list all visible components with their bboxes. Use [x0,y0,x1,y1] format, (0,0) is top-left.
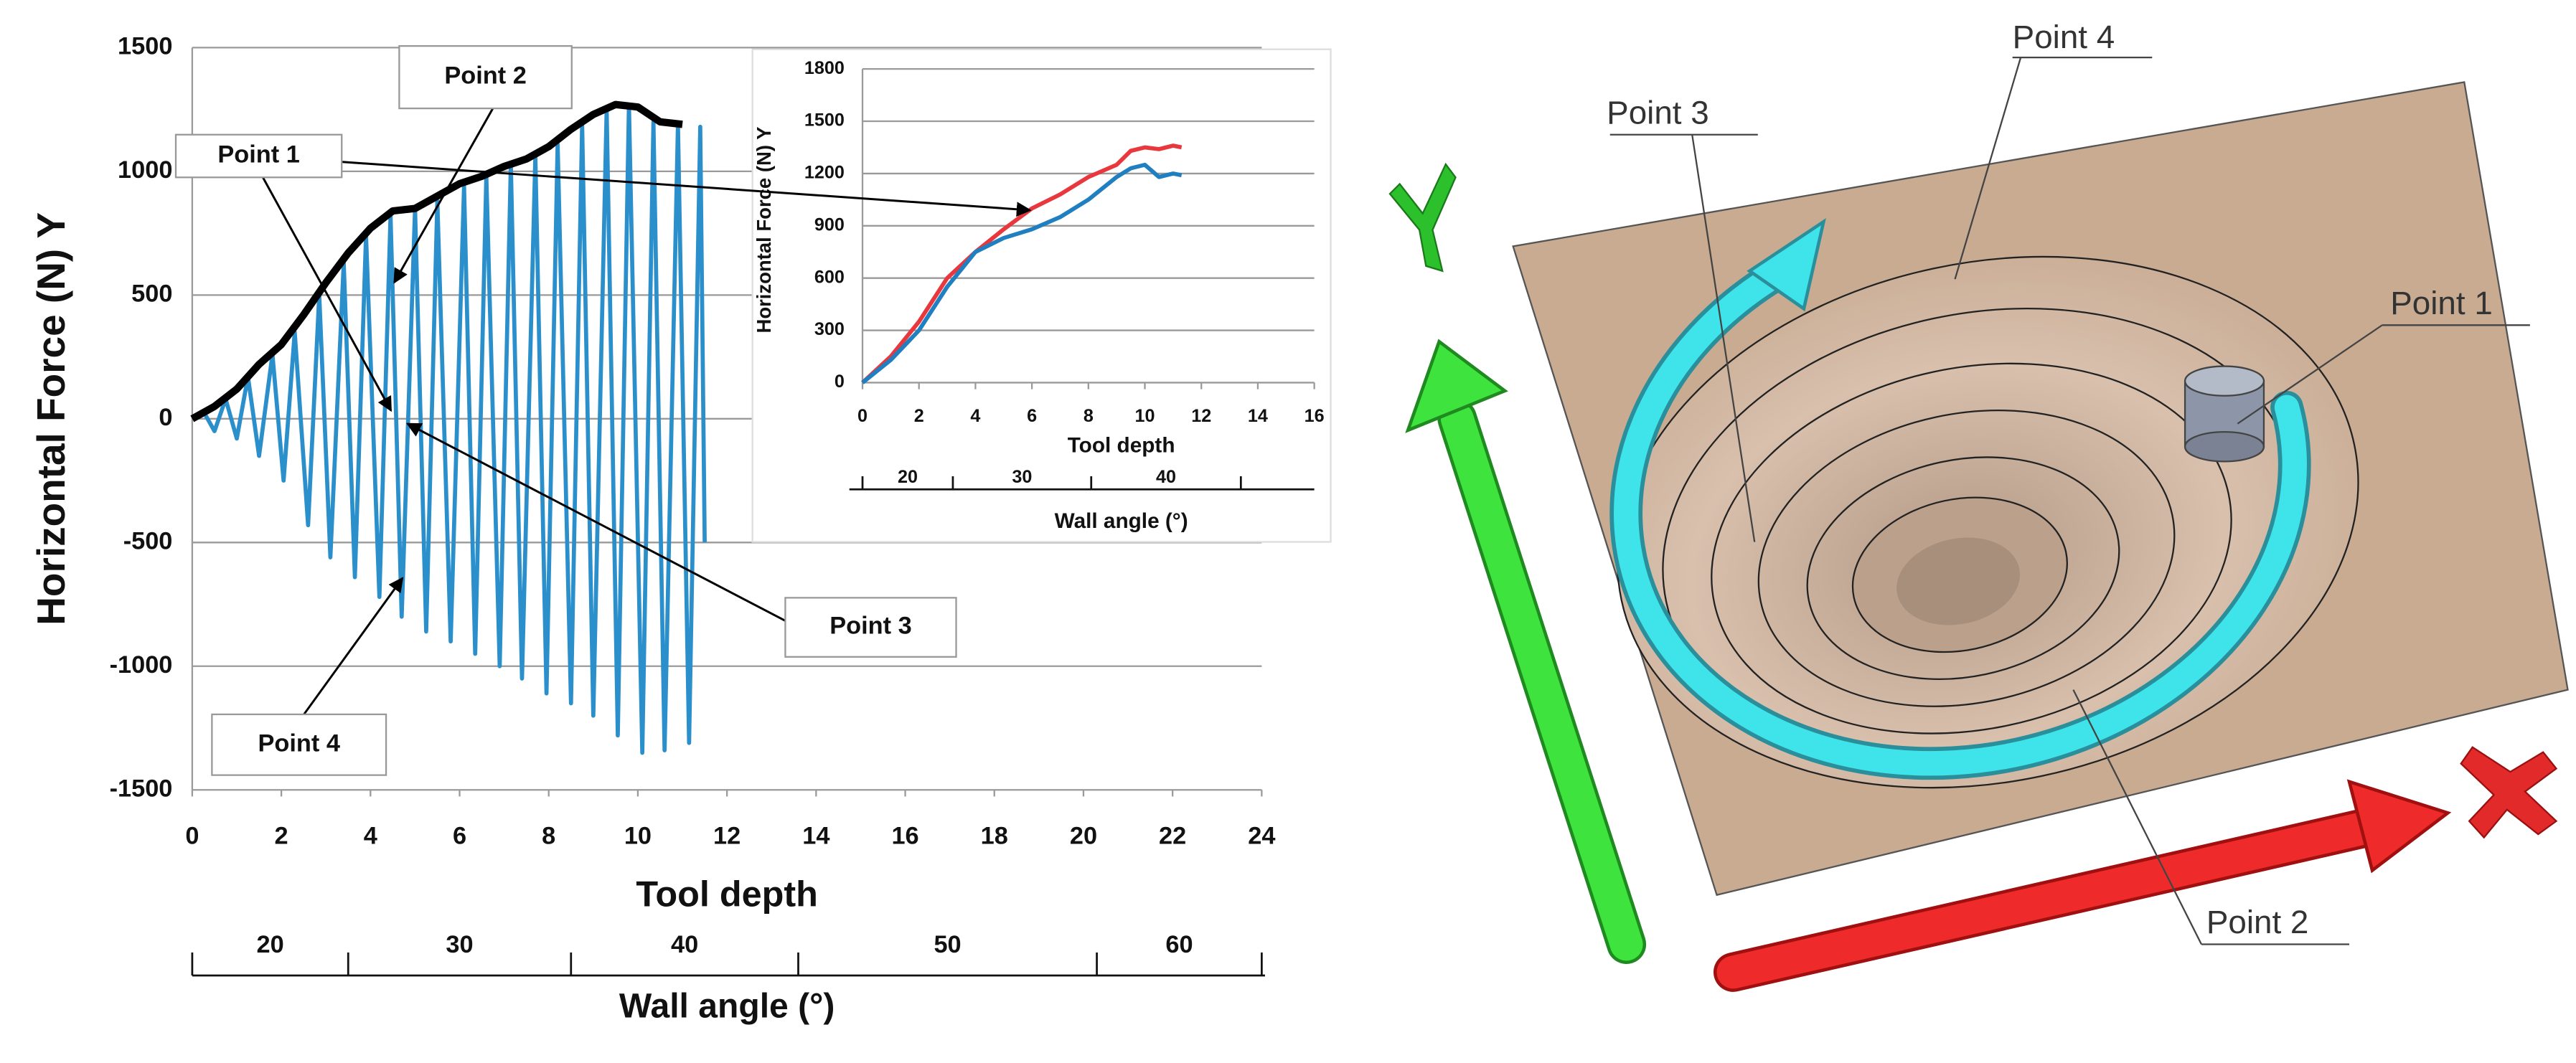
x-axis-title: Tool depth [636,873,818,914]
y-axis-title: Horizontal Force (N) Y [29,212,73,625]
y-tick-label: -500 [123,527,173,554]
y-tick-label: 600 [814,267,845,287]
ring [1711,362,2232,734]
annotation-box [398,44,573,110]
annotation-label: Point 2 [444,62,526,90]
annotation-box [174,133,343,179]
y-tick-label: 900 [814,214,845,235]
y-axis-title: Horizontal Force (N) Y [753,127,775,334]
x-tick-label: 4 [364,823,377,850]
x-tick-label: 16 [891,823,918,850]
x-tick-label: 2 [914,406,924,426]
x-tick-label: 12 [1191,406,1211,426]
annotation-label: Point 3 [829,613,911,640]
illustration: Point 4 Point 3 Point 1 Point 2 [1388,19,2569,992]
y-tick-label: 1500 [804,110,845,131]
x-tick-label: 16 [1305,406,1325,426]
x-arrow [1716,811,2382,989]
point-label: Point 3 [1607,94,1709,131]
x-tick-label: 12 [713,823,741,850]
y-tick-label: 0 [159,404,172,431]
leader-line [2237,324,2383,425]
secondary-tick-label: 50 [934,931,961,958]
x-axis-title: Tool depth [1068,434,1175,458]
secondary-tick-label: 20 [898,467,918,487]
annotation-label: Point 1 [217,141,299,169]
x-tick-label: 0 [185,823,199,850]
point-label: Point 2 [2206,904,2309,940]
x-tick-label: 6 [453,823,466,850]
y-tick-label: 1000 [118,156,172,184]
y-tick-label: 1500 [118,32,172,60]
secondary-tick-label: 40 [671,931,698,958]
y-arrowhead [1405,339,1508,433]
annotation-arrow [405,422,786,622]
series-line [861,162,1183,384]
y-tick-label: 500 [131,280,172,307]
y-glyph [1388,162,1457,273]
y-tick-label: 1800 [804,58,845,78]
x-tick-label: 18 [981,823,1008,850]
tool-path-arrowhead [1747,217,1826,312]
point-label: Point 1 [2390,285,2493,321]
x-tick-label: 4 [970,406,980,426]
annotation-label: Point 4 [258,729,339,757]
y-arrow [1440,402,1643,961]
ring [1757,410,2176,707]
secondary-axis-title: Wall angle (°) [619,986,835,1025]
bowl-bottom [1896,537,2021,625]
x-glyph [2460,746,2558,839]
leader-line [2072,689,2202,945]
annotation-box [784,597,957,658]
x-tick-label: 22 [1159,823,1186,850]
tool [2184,365,2265,463]
x-tick-label: 14 [802,823,829,850]
secondary-tick-label: 20 [256,931,283,958]
y-tick-label: -1500 [110,775,173,802]
x-tick-label: 8 [542,823,555,850]
x-tick-label: 24 [1248,823,1275,850]
secondary-tick-label: 30 [446,931,473,958]
annotation-arrow [262,176,392,412]
leader-line [1691,134,1756,542]
x-tick-label: 10 [624,823,652,850]
secondary-tick-label: 30 [1012,467,1032,487]
x-tick-label: 20 [1070,823,1097,850]
x-tick-label: 8 [1083,406,1094,426]
tool-path [1614,258,2307,776]
x-tick-label: 2 [275,823,288,850]
y-tick-label: 1200 [804,163,845,183]
inset-background [751,48,1332,543]
leader-line [1954,57,2022,280]
series-line [190,100,683,422]
point-label: Point 4 [2013,19,2115,55]
x-tick-label: 10 [1135,406,1155,426]
secondary-tick-label: 60 [1165,931,1193,958]
y-tick-label: 0 [835,372,845,392]
y-tick-label: -1000 [110,651,173,679]
x-tick-label: 14 [1248,406,1268,426]
annotation-box [211,713,387,776]
secondary-tick-label: 40 [1156,467,1176,487]
secondary-axis-title: Wall angle (°) [1055,509,1188,533]
ring [1806,456,2120,681]
annotation-arrow [328,159,1032,217]
series-line [191,102,707,755]
x-tick-label: 6 [1027,406,1037,426]
x-tick-label: 0 [857,406,868,426]
annotation-arrow [303,577,404,715]
annotation-arrow [393,108,494,284]
y-tick-label: 300 [814,319,845,339]
x-arrowhead [2346,779,2452,874]
series-line [861,143,1183,384]
